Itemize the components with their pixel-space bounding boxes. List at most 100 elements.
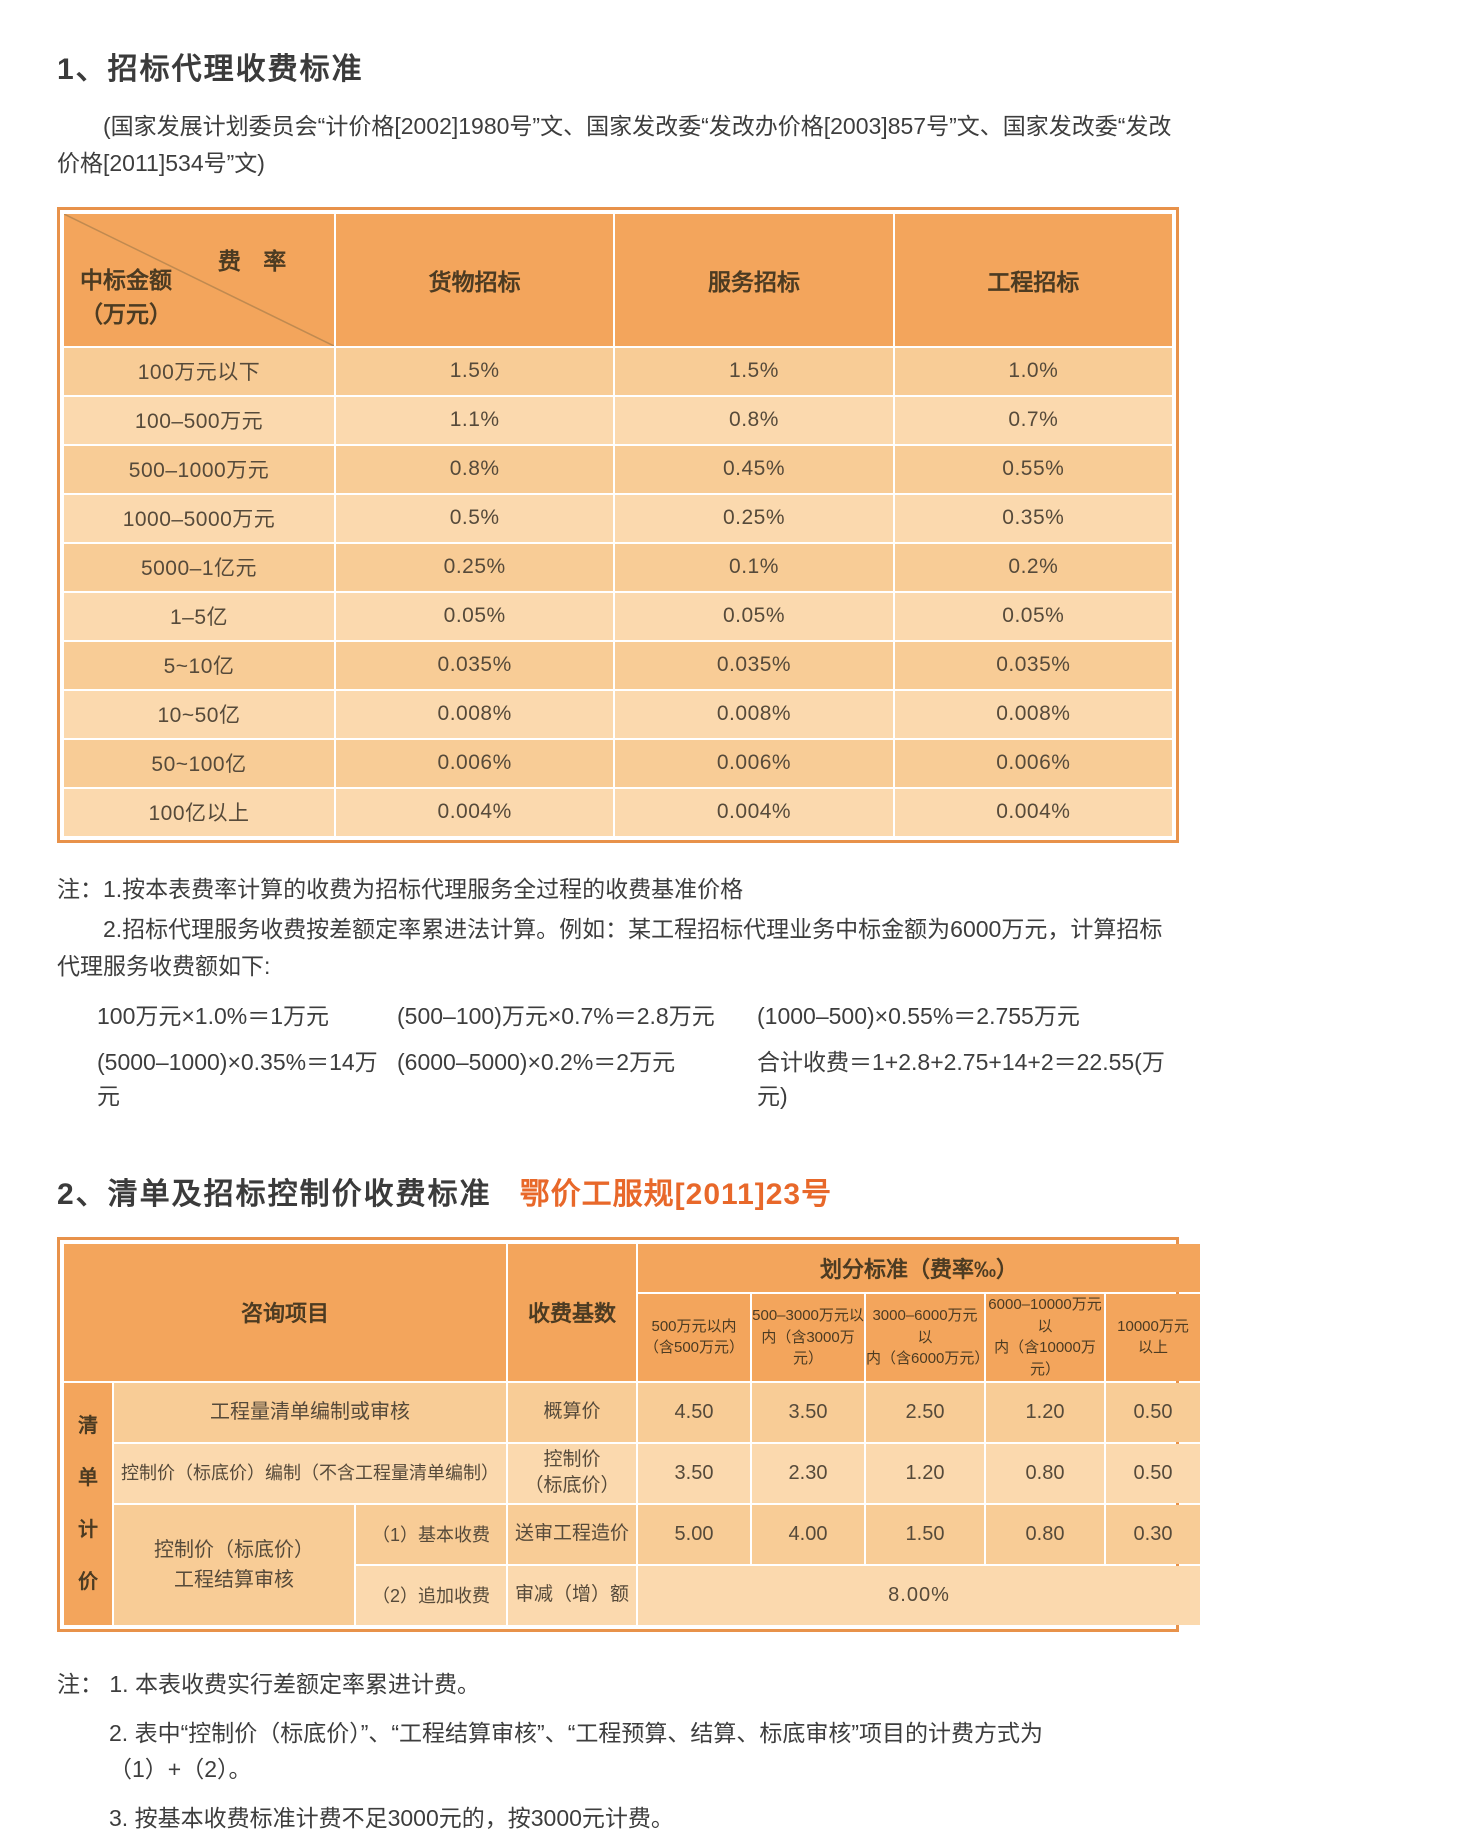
- rate-cell: 0.05%: [336, 592, 614, 640]
- control-price-fee-table: 咨询项目 收费基数 划分标准（费率‰） 500万元以内 （含500万元） 500…: [57, 1236, 1201, 1632]
- fee-cell: 5.00: [638, 1504, 751, 1564]
- content-area: 1、招标代理收费标准 (国家发展计划委员会“计价格[2002]1980号”文、国…: [57, 44, 1201, 1837]
- fee-base-cell: 概算价: [508, 1382, 637, 1442]
- fee-base-cell: 控制价 （标底价）: [508, 1443, 637, 1503]
- table2-header-row2: 500万元以内 （含500万元） 500–3000万元以 内（含3000万元） …: [64, 1293, 1201, 1381]
- row-label: 1000–5000万元: [64, 494, 334, 542]
- rate-cell: 0.1%: [615, 543, 893, 591]
- corner-label-award-amount: 中标金额 （万元）: [80, 266, 172, 328]
- calc-term: 合计收费＝1+2.8+2.75+14+2＝22.55(万元): [757, 1048, 1165, 1109]
- fee-cell: 1.20: [866, 1443, 985, 1503]
- calc-term: (500–100)万元×0.7%＝2.8万元: [397, 1002, 715, 1029]
- rate-cell: 0.004%: [615, 788, 893, 836]
- note2-line2: 2. 表中“控制价（标底价）”、“工程结算审核”、“工程预算、结算、标底审核”项…: [109, 1719, 1044, 1783]
- calc-example-line1: 100万元×1.0%＝1万元 (500–100)万元×0.7%＝2.8万元 (1…: [57, 997, 1179, 1031]
- calc-term: (1000–500)×0.55%＝2.755万元: [757, 1002, 1080, 1029]
- fee-cell: 1.50: [866, 1504, 985, 1564]
- rate-cell: 1.1%: [336, 396, 614, 444]
- table-row: 500–1000万元 0.8% 0.45% 0.55%: [64, 445, 1172, 493]
- range-header: 10000万元 以上: [1106, 1293, 1201, 1381]
- fee-cell: 3.50: [752, 1382, 865, 1442]
- rate-cell: 0.7%: [894, 396, 1172, 444]
- agency-fee-table: 费 率 中标金额 （万元） 货物招标 服务招标 工程招标 100万元以下 1.5…: [57, 206, 1179, 843]
- row-label: 10~50亿: [64, 690, 334, 738]
- table2-notes: 注： 1. 本表收费实行差额定率累进计费。 2. 表中“控制价（标底价）”、“工…: [57, 1666, 1179, 1837]
- rate-cell: 0.008%: [615, 690, 893, 738]
- note1-line1: 注：1.按本表费率计算的收费为招标代理服务全过程的收费基准价格: [57, 875, 744, 902]
- sub-item-cell: （1）基本收费: [356, 1504, 507, 1564]
- rate-cell: 0.2%: [894, 543, 1172, 591]
- rate-cell: 0.8%: [615, 396, 893, 444]
- rate-cell: 0.5%: [336, 494, 614, 542]
- rate-cell: 0.05%: [615, 592, 893, 640]
- rate-cell: 0.008%: [894, 690, 1172, 738]
- fee-base-cell: 送审工程造价: [508, 1504, 637, 1564]
- rate-cell: 0.25%: [615, 494, 893, 542]
- rate-cell: 0.006%: [615, 739, 893, 787]
- table-row: 控制价（标底价） 工程结算审核 （1）基本收费 送审工程造价 5.00 4.00…: [64, 1504, 1201, 1625]
- fee-cell: 3.50: [638, 1443, 751, 1503]
- group-label-list-pricing: 清单计价: [64, 1382, 112, 1625]
- range-header: 500万元以内 （含500万元）: [638, 1293, 751, 1381]
- table-row: 1–5亿 0.05% 0.05% 0.05%: [64, 592, 1172, 640]
- fee-cell: 0.80: [986, 1443, 1105, 1503]
- corner-label-rate: 费 率: [217, 247, 295, 274]
- row-label: 1–5亿: [64, 592, 334, 640]
- rate-cell: 0.008%: [336, 690, 614, 738]
- table-row: 100亿以上 0.004% 0.004% 0.004%: [64, 788, 1172, 836]
- fee-cell: 0.30: [1106, 1504, 1201, 1564]
- fee-cell: 4.00: [752, 1504, 865, 1564]
- sub-item-cell: （2）追加收费: [356, 1565, 507, 1625]
- note1-line2: 2.招标代理服务收费按差额定率累进法计算。例如：某工程招标代理业务中标金额为60…: [57, 916, 1163, 980]
- rate-cell: 0.004%: [894, 788, 1172, 836]
- range-header: 3000–6000万元以 内（含6000万元）: [866, 1293, 985, 1381]
- table-row: （2）追加收费 审减（增）额 8.00%: [64, 1565, 1201, 1625]
- calc-term: 100万元×1.0%＝1万元: [97, 1002, 330, 1029]
- rate-cell: 0.035%: [615, 641, 893, 689]
- range-header: 500–3000万元以 内（含3000万元）: [752, 1293, 865, 1381]
- project-cell: 控制价（标底价）编制（不含工程量清单编制）: [114, 1443, 507, 1503]
- diagonal-divider-line: [64, 214, 334, 346]
- project-cell: 工程量清单编制或审核: [114, 1382, 507, 1442]
- table-row: 清单计价 工程量清单编制或审核 概算价 4.50 3.50 2.50 1.20 …: [64, 1382, 1201, 1625]
- table-row: 50~100亿 0.006% 0.006% 0.006%: [64, 739, 1172, 787]
- rate-cell: 0.55%: [894, 445, 1172, 493]
- row-label: 5~10亿: [64, 641, 334, 689]
- rate-cell: 0.35%: [894, 494, 1172, 542]
- rate-cell: 0.05%: [894, 592, 1172, 640]
- rate-cell: 0.035%: [894, 641, 1172, 689]
- section2-heading: 2、清单及招标控制价收费标准 鄂价工服规[2011]23号: [57, 1169, 1179, 1213]
- fee-cell: 1.20: [986, 1382, 1105, 1442]
- note2-line1: 注： 1. 本表收费实行差额定率累进计费。: [57, 1670, 480, 1697]
- section1-subtitle: (国家发展计划委员会“计价格[2002]1980号”文、国家发改委“发改办价格[…: [57, 113, 1172, 177]
- rate-cell: 1.0%: [894, 347, 1172, 395]
- table-row: 100–500万元 1.1% 0.8% 0.7%: [64, 396, 1172, 444]
- rate-cell: 1.5%: [615, 347, 893, 395]
- row-label: 100–500万元: [64, 396, 334, 444]
- range-header: 6000–10000万元以 内（含10000万元）: [986, 1293, 1105, 1381]
- fee-cell: 0.50: [1106, 1443, 1201, 1503]
- row-label: 500–1000万元: [64, 445, 334, 493]
- rate-cell: 0.006%: [894, 739, 1172, 787]
- table-row: 5~10亿 0.035% 0.035% 0.035%: [64, 641, 1172, 689]
- column-header-goods-bidding: 货物招标: [336, 213, 614, 346]
- calc-example-line2: (5000–1000)×0.35%＝14万元 (6000–5000)×0.2%＝…: [57, 1043, 1179, 1111]
- table1-corner-cell: 费 率 中标金额 （万元）: [64, 213, 334, 346]
- row-label: 100万元以下: [64, 347, 334, 395]
- section2-doc-number: 鄂价工服规[2011]23号: [519, 1177, 833, 1211]
- project-cell: 控制价（标底价） 工程结算审核: [114, 1504, 354, 1625]
- rate-cell: 0.035%: [336, 641, 614, 689]
- column-header-division-standard: 划分标准（费率‰）: [638, 1243, 1201, 1292]
- column-header-fee-base: 收费基数: [508, 1243, 637, 1381]
- column-header-consulting-item: 咨询项目: [64, 1243, 507, 1381]
- column-header-engineering-bidding: 工程招标: [894, 213, 1172, 346]
- note2-line3: 3. 按基本收费标准计费不足3000元的，按3000元计费。: [109, 1805, 674, 1832]
- calc-term: (5000–1000)×0.35%＝14万元: [97, 1048, 378, 1109]
- rate-cell: 0.006%: [336, 739, 614, 787]
- row-label: 50~100亿: [64, 739, 334, 787]
- column-header-service-bidding: 服务招标: [615, 213, 893, 346]
- row-label: 5000–1亿元: [64, 543, 334, 591]
- table-row: 5000–1亿元 0.25% 0.1% 0.2%: [64, 543, 1172, 591]
- table-row: 10~50亿 0.008% 0.008% 0.008%: [64, 690, 1172, 738]
